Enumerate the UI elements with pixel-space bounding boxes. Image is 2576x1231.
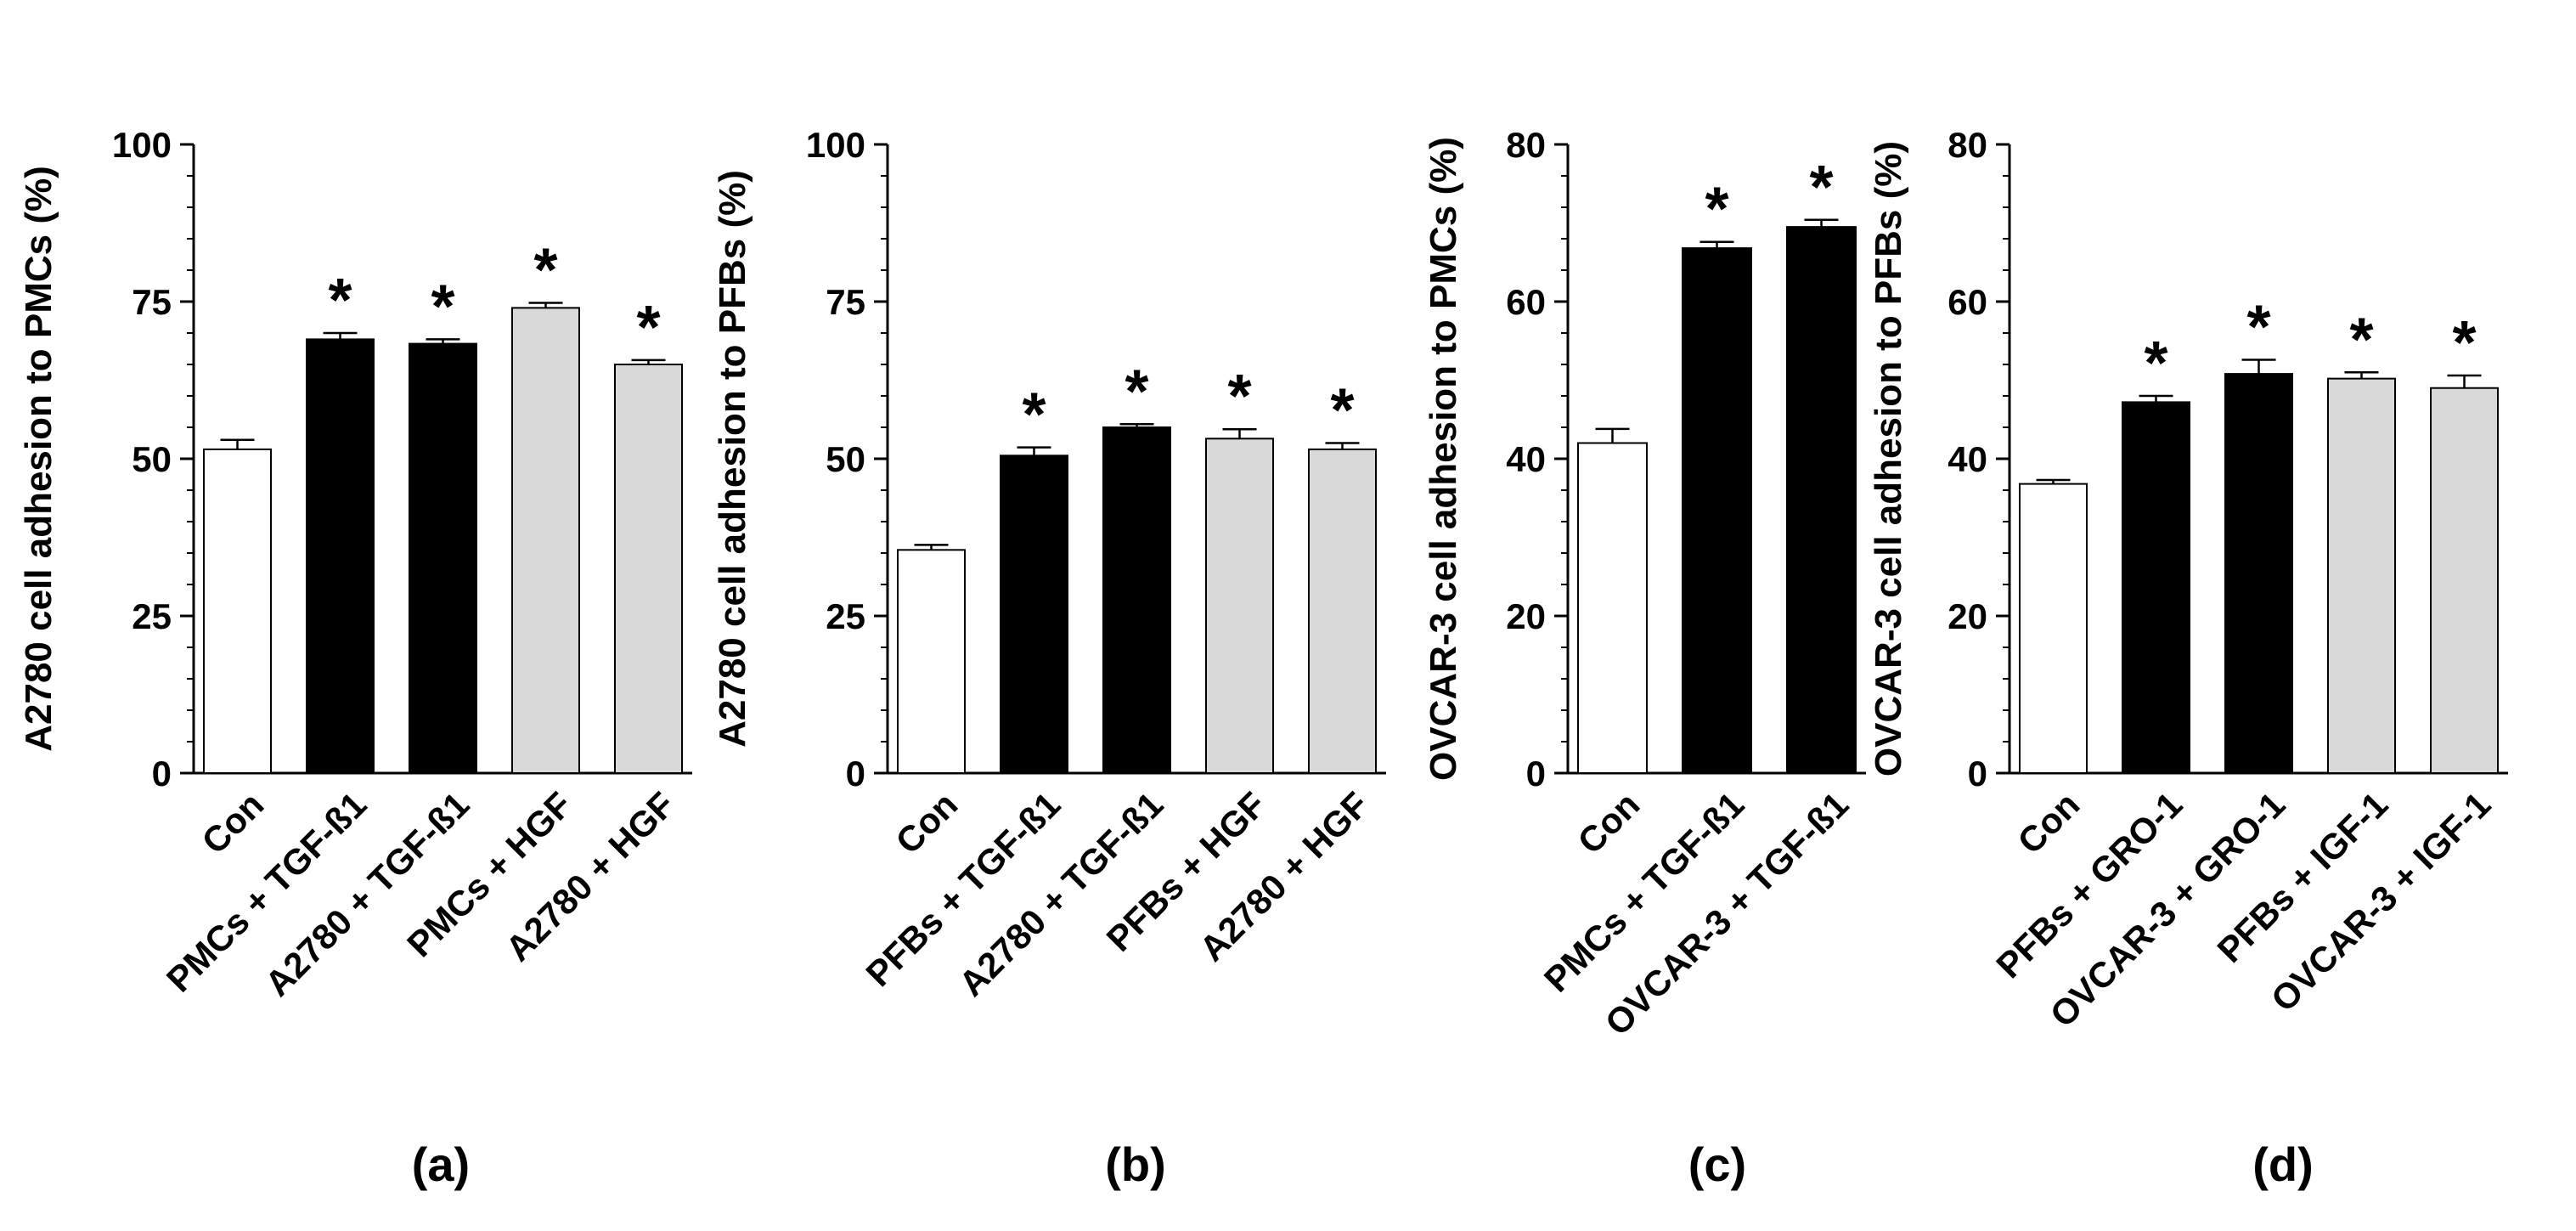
panel-label: (b) (1105, 1138, 1166, 1191)
y-tick-label: 60 (1948, 282, 1987, 322)
significance-star: * (2452, 309, 2476, 377)
y-tick-label: 25 (132, 596, 172, 636)
chart-panel-3: 0 20 40 60 80 OVCAR-3 cell adhesion to PFBs (… (1868, 125, 2508, 1191)
significance-star: * (1022, 381, 1046, 449)
chart-panel-2: 0 20 40 60 80 OVCAR-3 cell adhesion to PMCs (… (1423, 125, 1866, 1191)
y-tick-label: 20 (1506, 596, 1546, 636)
significance-star: * (533, 236, 557, 304)
bar (1205, 438, 1274, 774)
significance-star: * (1705, 176, 1728, 244)
bar (1577, 442, 1648, 774)
category-label: Con (194, 784, 271, 861)
y-tick-label: 75 (132, 282, 172, 322)
bar (897, 549, 966, 774)
y-tick-label: 80 (1506, 125, 1546, 165)
bar (1102, 426, 1171, 774)
y-tick-label: 25 (826, 596, 865, 636)
bar (409, 342, 477, 774)
bar (1308, 448, 1377, 775)
bar (2430, 387, 2499, 774)
y-tick-label: 80 (1948, 125, 1987, 165)
y-tick-label: 100 (112, 125, 172, 165)
bar (2019, 483, 2088, 774)
bar (203, 448, 272, 775)
bar (511, 307, 580, 774)
significance-star: * (2349, 306, 2373, 374)
significance-star: * (636, 294, 660, 362)
significance-star: * (2246, 293, 2270, 361)
y-axis-title: OVCAR-3 cell adhesion to PFBs (%) (1868, 141, 1909, 776)
significance-star: * (2144, 330, 2167, 398)
y-tick-label: 100 (806, 125, 865, 165)
panel-label: (a) (412, 1138, 470, 1191)
bar (2122, 401, 2190, 774)
y-tick-label: 0 (1526, 754, 1546, 793)
y-tick-label: 20 (1948, 596, 1987, 636)
significance-star: * (1125, 358, 1148, 426)
category-label: Con (2010, 784, 2087, 861)
y-axis-title: A2780 cell adhesion to PMCs (%) (18, 166, 59, 752)
y-tick-label: 0 (1968, 754, 1987, 793)
bar (2327, 377, 2396, 774)
bar (2224, 373, 2293, 774)
significance-star: * (431, 273, 454, 341)
significance-star: * (1330, 377, 1354, 445)
bar (306, 338, 375, 774)
bar (1786, 226, 1857, 774)
panel-label: (c) (1688, 1138, 1746, 1191)
category-label: Con (1570, 784, 1647, 861)
y-tick-label: 75 (826, 282, 865, 322)
bar (614, 364, 683, 774)
significance-star: * (1809, 154, 1833, 222)
y-tick-label: 40 (1506, 439, 1546, 479)
y-tick-label: 0 (846, 754, 865, 793)
panel-label: (d) (2252, 1138, 2314, 1191)
y-tick-label: 50 (132, 439, 172, 479)
category-label: Con (888, 784, 965, 861)
chart-panel-0: 0 25 50 75 100 A2780 cell adhesion to PMCs (%… (18, 125, 692, 1191)
y-tick-label: 40 (1948, 439, 1987, 479)
y-tick-label: 60 (1506, 282, 1546, 322)
y-axis-title: A2780 cell adhesion to PFBs (%) (712, 170, 753, 748)
y-tick-label: 50 (826, 439, 865, 479)
category-label: PFBs + GRO-1 (1988, 784, 2190, 985)
significance-star: * (328, 267, 352, 335)
chart-panel-1: 0 25 50 75 100 A2780 cell adhesion to PFBs (%… (712, 125, 1386, 1191)
y-tick-label: 0 (152, 754, 172, 793)
bar (1000, 455, 1068, 774)
significance-star: * (1227, 363, 1251, 431)
y-axis-title: OVCAR-3 cell adhesion to PMCs (%) (1423, 137, 1464, 781)
bar (1682, 247, 1752, 775)
